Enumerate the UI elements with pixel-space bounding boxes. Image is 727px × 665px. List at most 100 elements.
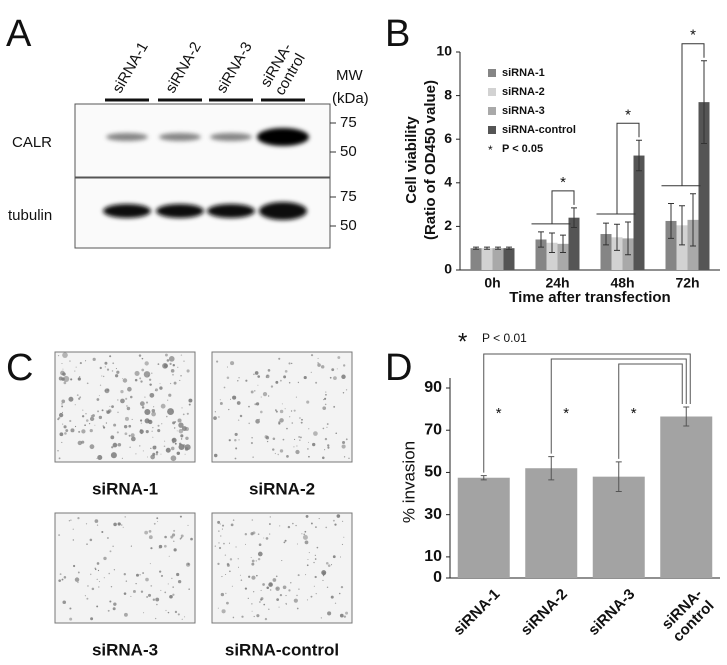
cell-speck bbox=[306, 400, 310, 404]
cell-speck bbox=[314, 558, 317, 560]
cell-speck bbox=[97, 454, 103, 461]
cell-speck bbox=[110, 452, 117, 459]
cell-speck bbox=[115, 367, 117, 370]
cell-speck bbox=[219, 399, 221, 401]
cell-speck bbox=[275, 410, 278, 413]
cell-speck bbox=[327, 564, 331, 567]
cell-speck bbox=[139, 401, 145, 407]
cell-speck bbox=[117, 399, 119, 401]
cell-speck bbox=[333, 376, 337, 381]
cell-speck bbox=[165, 609, 167, 612]
cell-speck bbox=[313, 561, 315, 564]
cell-speck bbox=[176, 572, 180, 577]
cell-speck bbox=[135, 583, 137, 585]
cell-speck bbox=[248, 575, 251, 578]
cell-speck bbox=[339, 613, 344, 618]
cell-speck bbox=[218, 416, 220, 418]
cell-speck bbox=[159, 383, 161, 385]
cell-speck bbox=[293, 409, 296, 412]
cell-speck bbox=[126, 405, 128, 407]
cell-speck bbox=[178, 422, 184, 428]
cell-speck bbox=[239, 414, 243, 418]
band bbox=[210, 133, 252, 141]
cell-speck bbox=[109, 550, 112, 553]
cell-speck bbox=[114, 374, 119, 378]
cell-speck bbox=[288, 381, 291, 384]
cell-speck bbox=[180, 534, 184, 538]
cell-speck bbox=[159, 386, 163, 390]
cell-speck bbox=[322, 406, 327, 411]
cell-speck bbox=[251, 519, 254, 521]
cell-speck bbox=[322, 427, 325, 430]
cell-speck bbox=[278, 357, 281, 360]
cell-speck bbox=[155, 597, 160, 602]
cell-speck bbox=[339, 556, 342, 558]
cell-speck bbox=[187, 524, 189, 526]
cell-speck bbox=[234, 439, 237, 442]
cell-speck bbox=[276, 587, 278, 589]
cell-speck bbox=[240, 579, 243, 581]
cell-speck bbox=[256, 614, 260, 618]
cell-speck bbox=[72, 539, 75, 541]
y-tick-label: 70 bbox=[424, 421, 442, 438]
cell-speck bbox=[164, 353, 168, 357]
cell-speck bbox=[168, 356, 175, 362]
cell-speck bbox=[262, 391, 268, 397]
cell-speck bbox=[314, 575, 317, 579]
cell-speck bbox=[121, 378, 123, 380]
cell-speck bbox=[59, 573, 62, 576]
cell-speck bbox=[90, 617, 94, 621]
x-tick-label: 72h bbox=[675, 275, 699, 291]
cell-speck bbox=[287, 525, 291, 529]
cell-speck bbox=[81, 440, 85, 444]
image-caption: siRNA-3 bbox=[92, 640, 158, 659]
cell-speck bbox=[61, 405, 64, 408]
cell-speck bbox=[214, 545, 216, 547]
cell-speck bbox=[266, 586, 270, 590]
lane-label: siRNA-1 bbox=[109, 39, 152, 96]
significance-star: * bbox=[560, 174, 566, 191]
band bbox=[103, 204, 151, 218]
mw-title: MW bbox=[336, 67, 363, 84]
cell-speck bbox=[216, 360, 219, 363]
cell-speck bbox=[345, 438, 348, 441]
bar bbox=[592, 476, 645, 578]
cell-speck bbox=[167, 399, 169, 401]
cell-speck bbox=[293, 598, 298, 603]
cell-speck bbox=[147, 593, 152, 597]
cell-speck bbox=[345, 611, 349, 615]
cell-speck bbox=[177, 366, 179, 368]
bar bbox=[665, 220, 677, 270]
cell-speck bbox=[221, 528, 223, 530]
cell-speck bbox=[294, 438, 296, 441]
cell-speck bbox=[164, 591, 167, 594]
cell-speck bbox=[89, 429, 93, 433]
cell-speck bbox=[238, 439, 240, 441]
cell-speck bbox=[265, 436, 270, 440]
cell-speck bbox=[96, 457, 98, 459]
cell-speck bbox=[117, 442, 122, 447]
y-tick-label: 8 bbox=[444, 86, 452, 102]
cell-speck bbox=[250, 390, 254, 394]
cell-speck bbox=[321, 456, 325, 460]
x-tick-label: 0h bbox=[484, 275, 500, 291]
cell-speck bbox=[151, 408, 156, 413]
error-bar bbox=[495, 246, 501, 250]
legend-marker: * bbox=[488, 143, 493, 157]
cell-speck bbox=[310, 354, 314, 357]
cell-speck bbox=[238, 377, 240, 379]
cell-speck bbox=[232, 616, 235, 619]
cell-speck bbox=[286, 427, 288, 430]
cell-speck bbox=[172, 593, 175, 596]
cell-speck bbox=[147, 419, 150, 422]
band bbox=[207, 204, 255, 218]
cell-speck bbox=[105, 410, 107, 412]
cell-speck bbox=[94, 519, 99, 523]
cell-speck bbox=[230, 398, 232, 400]
cell-speck bbox=[110, 586, 113, 588]
cell-speck bbox=[170, 455, 177, 462]
cell-speck bbox=[332, 519, 335, 522]
bar bbox=[633, 155, 645, 270]
cell-speck bbox=[343, 364, 346, 367]
